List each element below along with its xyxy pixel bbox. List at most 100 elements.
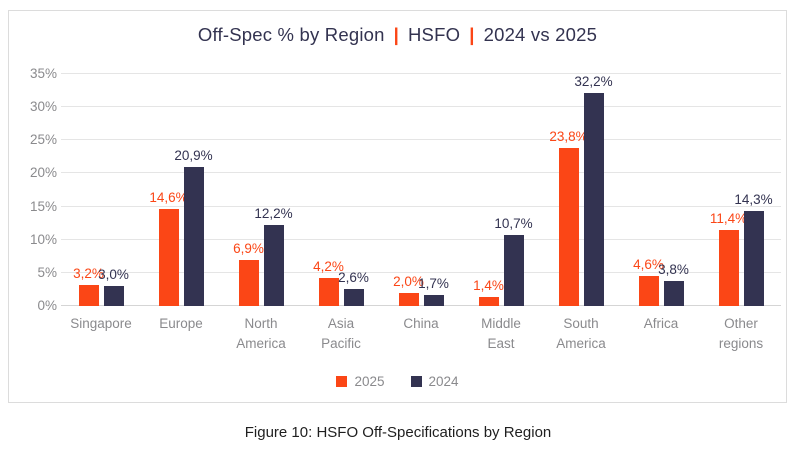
bar-column-2024: 12,2% (254, 74, 293, 306)
figure-caption: Figure 10: HSFO Off-Specifications by Re… (244, 424, 552, 441)
bar-group: 23,8% 32,2% (541, 74, 621, 306)
gridline (61, 271, 781, 273)
x-category-label: Other regions (718, 316, 764, 351)
bar-group: 4,2% 2,6% (301, 74, 381, 306)
bar-group: 4,6% 3,8% (621, 74, 701, 306)
bar-column-2025: 23,8% (549, 74, 588, 306)
bar-value-label: 4,6% (633, 256, 664, 272)
bar-column-2024: 1,7% (418, 74, 449, 306)
y-tick-label: 0% (37, 298, 57, 313)
bar-column-2025: 3,2% (73, 74, 104, 306)
bar-value-label: 4,2% (313, 259, 344, 275)
chart-title-years-part: 2024 vs 2025 (483, 24, 598, 45)
bar-2025 (638, 275, 659, 306)
y-tick-label: 20% (29, 165, 57, 181)
bar-2024 (663, 280, 684, 306)
bar-column-2025: 2,0% (393, 74, 424, 306)
bar-column-2024: 32,2% (574, 74, 613, 306)
bar-2025 (318, 278, 339, 306)
bar-column-2025: 11,4% (710, 74, 747, 306)
y-tick-label: 35% (29, 66, 57, 81)
bar-value-label: 32,2% (574, 73, 613, 89)
y-axis: 0% 5% 10% 15% 20% 25% 30% 35% (15, 66, 57, 313)
x-category-label: South America (556, 316, 606, 351)
bar-column-2024: 2,6% (338, 74, 369, 306)
bar-column-2024: 20,9% (174, 74, 213, 306)
bar-group: 3,2% 3,0% (61, 74, 141, 306)
title-separator-icon: | (393, 24, 399, 45)
bar-value-label: 14,6% (149, 190, 188, 206)
bar-2024 (343, 288, 364, 306)
bar-2025 (558, 148, 579, 306)
bar-value-label: 10,7% (494, 216, 533, 232)
gridline (61, 205, 781, 207)
bar-column-2025: 6,9% (233, 74, 264, 306)
bar-group: 11,4% 14,3% (701, 74, 781, 306)
chart-title-fuel-part: HSFO (408, 24, 461, 45)
bar-value-label: 3,0% (98, 267, 129, 283)
bar-group: 6,9% 12,2% (221, 74, 301, 306)
legend-item: 2024 (410, 374, 459, 389)
bar-column-2025: 4,2% (313, 74, 344, 306)
x-category-label: China (403, 316, 439, 331)
bar-2024 (423, 294, 444, 306)
bar-column-2024: 3,8% (658, 74, 689, 306)
bar-value-label: 2,0% (393, 273, 424, 289)
bar-2024 (263, 225, 284, 306)
gridline (61, 73, 781, 74)
chart-container: Off-Spec % by Region | HSFO | 2024 vs 2025 0… (8, 10, 787, 403)
x-axis-baseline (61, 305, 781, 306)
bar-value-label: 12,2% (254, 206, 293, 222)
legend-swatch-2025 (336, 376, 348, 387)
bar-2025 (158, 209, 179, 306)
bar-2024 (583, 92, 604, 306)
bar-value-label: 3,8% (658, 261, 689, 277)
legend-label: 2024 (428, 374, 459, 389)
x-category-label: North America (236, 316, 286, 351)
bar-value-label: 14,3% (734, 192, 773, 208)
bar-column-2024: 10,7% (494, 74, 533, 306)
bar-column-2024: 14,3% (734, 74, 773, 306)
bar-column-2025: 14,6% (149, 74, 188, 306)
bar-2025 (238, 260, 259, 306)
bar-group: 14,6% 20,9% (141, 74, 221, 306)
legend-swatch-2024 (410, 376, 422, 387)
bar-group: 1,4% 10,7% (461, 74, 541, 306)
gridline (61, 172, 781, 174)
bar-2024 (503, 235, 524, 306)
bar-value-label: 1,7% (418, 275, 449, 291)
bar-value-label: 3,2% (73, 265, 104, 281)
bar-2024 (183, 167, 204, 306)
y-tick-label: 25% (29, 132, 57, 148)
bar-value-label: 2,6% (338, 269, 369, 285)
legend: 2025 2024 (9, 374, 786, 389)
x-category-label: Middle East (481, 316, 521, 351)
gridline (61, 139, 781, 141)
y-tick-label: 30% (29, 99, 57, 115)
y-tick-label: 5% (37, 264, 57, 280)
bar-2025 (78, 284, 99, 306)
y-tick-label: 10% (29, 231, 57, 247)
bar-value-label: 6,9% (233, 241, 264, 257)
bar-2025 (718, 230, 739, 306)
y-tick-label: 15% (29, 198, 57, 214)
legend-item: 2025 (336, 374, 385, 389)
bar-column-2025: 1,4% (473, 74, 504, 306)
x-axis: Singapore Europe North America Asia Pacific… (61, 314, 781, 354)
bar-group: 2,0% 1,7% (381, 74, 461, 306)
plot-area: 3,2% 3,0% 14,6% 20,9% 6,9% 12,2% 4,2% 2,6% 2,0% 1… (61, 73, 781, 306)
bar-value-label: 20,9% (174, 148, 213, 164)
chart-title: Off-Spec % by Region | HSFO | 2024 vs 2025 (9, 24, 786, 46)
bar-value-label: 23,8% (549, 129, 588, 145)
x-category-label: Singapore (70, 316, 132, 331)
x-category-label: Africa (643, 316, 679, 331)
bar-column-2025: 4,6% (633, 74, 664, 306)
gridline (61, 238, 781, 240)
bar-2024 (743, 211, 764, 306)
chart-title-region-part: Off-Spec % by Region (197, 24, 385, 45)
bar-2025 (478, 296, 499, 306)
x-category-label: Asia Pacific (321, 316, 361, 351)
bar-column-2024: 3,0% (98, 74, 129, 306)
title-separator-icon: | (469, 24, 475, 45)
